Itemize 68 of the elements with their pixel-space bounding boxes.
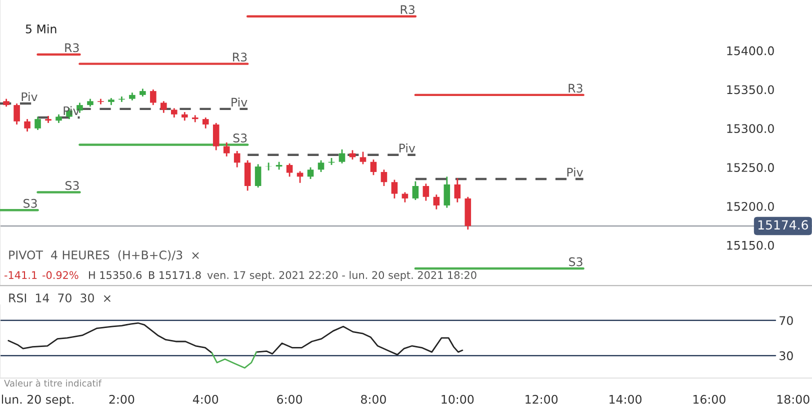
y-tick-label: 70	[780, 316, 793, 326]
annotation: ven. 17 sept. 2021 22:20 - lun. 20 sept. 2021 18:20	[207, 270, 476, 282]
annotation: S3	[24, 198, 37, 208]
x-tick-label: 6:00	[277, 394, 302, 404]
candlestick	[380, 168, 388, 187]
annotation: 5 Min	[26, 24, 56, 34]
x-tick-label: 18:00	[777, 394, 810, 404]
annotation: R3	[568, 84, 582, 93]
candlestick	[433, 194, 440, 210]
y-tick-label: 15350.0	[727, 85, 774, 94]
annotation: S3	[66, 181, 79, 190]
candlestick	[98, 98, 104, 105]
annotation: R3	[233, 52, 247, 62]
y-tick-label: 15200.0	[727, 202, 774, 211]
candlestick	[422, 182, 430, 202]
annotation: -0.92%	[42, 271, 78, 280]
candlestick	[150, 88, 156, 106]
annotation: S3	[233, 134, 247, 142]
annotation: Piv	[399, 143, 416, 152]
annotation: B 15171.8	[149, 271, 201, 280]
candlestick	[338, 148, 346, 164]
ref-line-label: 15174.6	[758, 220, 808, 230]
x-tick-label: 4:00	[192, 394, 218, 404]
line-series	[211, 351, 258, 369]
candlestick	[202, 116, 209, 130]
annotation: Piv	[22, 92, 38, 102]
candlestick	[212, 122, 220, 151]
candlestick	[318, 160, 324, 173]
annotation: PIVOT 4 HEURES (H+B+C)/3 ×	[9, 250, 199, 261]
candlestick	[254, 164, 262, 188]
candlestick	[307, 166, 314, 180]
candlestick	[34, 116, 41, 131]
x-tick-label: 12:00	[526, 394, 558, 404]
candlestick	[444, 176, 450, 208]
candlestick	[14, 102, 20, 126]
candlestick	[160, 100, 167, 114]
candlestick	[286, 162, 293, 178]
text: Valeur à titre indicatif	[4, 379, 102, 387]
y-tick-label: 15300.0	[727, 124, 774, 134]
annotation: -141.1	[4, 271, 37, 279]
x-tick-label: 14:00	[610, 394, 642, 404]
candlestick	[244, 160, 251, 192]
candlestick	[234, 150, 240, 168]
annotation: R3	[65, 43, 79, 52]
annotation: R3	[400, 5, 414, 14]
x-tick-label: lun. 20 sept.	[2, 394, 74, 406]
candlestick	[24, 118, 30, 132]
x-tick-label: 8:00	[361, 394, 386, 404]
y-tick-label: 15400.0	[727, 46, 774, 56]
candlestick	[370, 158, 377, 176]
annotation: S3	[569, 257, 582, 266]
y-tick-label: 15250.0	[727, 163, 774, 172]
candlestick	[223, 142, 230, 158]
y-tick-label: 30	[780, 351, 793, 360]
candlestick	[412, 180, 419, 201]
x-tick-label: 10:00	[442, 394, 474, 404]
x-tick-label: 16:00	[693, 394, 726, 404]
candlestick	[360, 151, 366, 165]
candlestick	[391, 179, 398, 200]
y-tick-label: 15150.0	[727, 240, 774, 250]
candlestick	[454, 178, 461, 204]
annotation: Piv	[232, 98, 248, 106]
annotation: Piv	[567, 168, 583, 177]
candlestick	[171, 107, 178, 118]
text: RSI 14 70 30 ×	[9, 293, 111, 302]
x-tick-label: 2:00	[109, 394, 134, 404]
annotation: H 15350.6	[89, 271, 142, 280]
candlestick	[402, 192, 408, 204]
